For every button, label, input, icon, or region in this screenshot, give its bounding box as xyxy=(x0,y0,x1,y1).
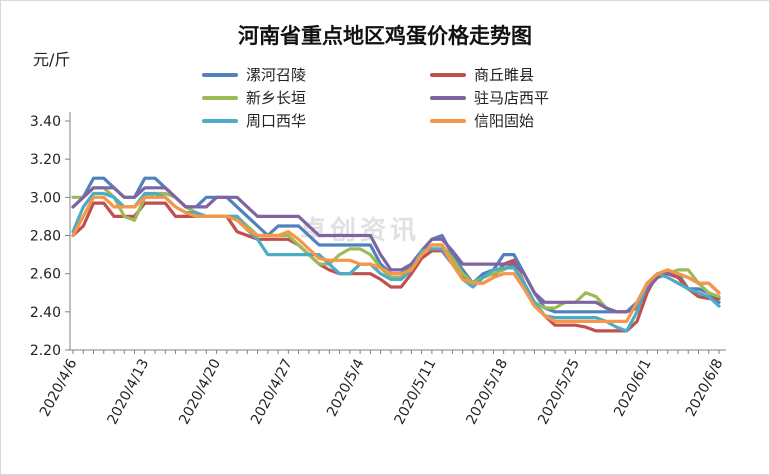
legend-label-1: 商丘睢县 xyxy=(474,66,535,84)
y-tick-label: 3.40 xyxy=(30,114,61,130)
x-tick-label: 2020/4/20 xyxy=(176,356,224,427)
x-tick-label: 2020/6/8 xyxy=(683,356,727,419)
series-line-2 xyxy=(71,186,721,314)
legend-swatch-5 xyxy=(430,118,466,123)
y-tick-label: 3.20 xyxy=(30,152,61,168)
legend-item-4: 周口西华 xyxy=(202,110,306,131)
series-line-3 xyxy=(71,186,721,314)
legend-label-5: 信阳固始 xyxy=(474,112,535,130)
legend-item-2: 新乡长垣 xyxy=(202,87,306,108)
legend-swatch-0 xyxy=(202,72,238,77)
y-tick-label: 2.80 xyxy=(30,229,61,245)
x-tick-label: 2020/4/13 xyxy=(104,356,152,427)
legend-item-5: 信阳固始 xyxy=(430,110,534,131)
series-line-1 xyxy=(71,201,721,333)
y-tick-label: 2.60 xyxy=(30,267,61,283)
y-tick-label: 2.20 xyxy=(30,343,61,359)
chart-title: 河南省重点地区鸡蛋价格走势图 xyxy=(238,24,532,48)
legend-swatch-3 xyxy=(430,95,466,100)
legend-swatch-1 xyxy=(430,72,466,77)
legend-swatch-2 xyxy=(202,95,238,100)
series-line-0 xyxy=(71,176,721,314)
x-tick-label: 2020/5/4 xyxy=(324,356,368,419)
x-tick-label: 2020/6/1 xyxy=(611,356,655,419)
legend-item-0: 漯河召陵 xyxy=(202,64,306,85)
y-axis-unit-label: 元/斤 xyxy=(33,50,71,69)
series-line-5 xyxy=(71,195,721,323)
legend-swatch-4 xyxy=(202,118,238,123)
x-tick-label: 2020/5/25 xyxy=(535,356,583,427)
watermark: 卓创资讯 xyxy=(300,216,421,246)
legend-label-4: 周口西华 xyxy=(246,112,307,130)
legend-label-2: 新乡长垣 xyxy=(246,89,307,107)
legend-label-3: 驻马店西平 xyxy=(474,89,550,107)
y-tick-label: 3.00 xyxy=(30,190,61,206)
legend-item-1: 商丘睢县 xyxy=(430,64,534,85)
x-tick-label: 2020/4/27 xyxy=(248,356,296,427)
legend-item-3: 驻马店西平 xyxy=(430,87,549,108)
y-tick-label: 2.40 xyxy=(30,305,61,321)
x-tick-label: 2020/4/6 xyxy=(37,356,81,419)
x-tick-label: 2020/5/11 xyxy=(392,356,440,427)
x-tick-label: 2020/5/18 xyxy=(463,356,511,427)
legend-label-0: 漯河召陵 xyxy=(246,66,307,84)
